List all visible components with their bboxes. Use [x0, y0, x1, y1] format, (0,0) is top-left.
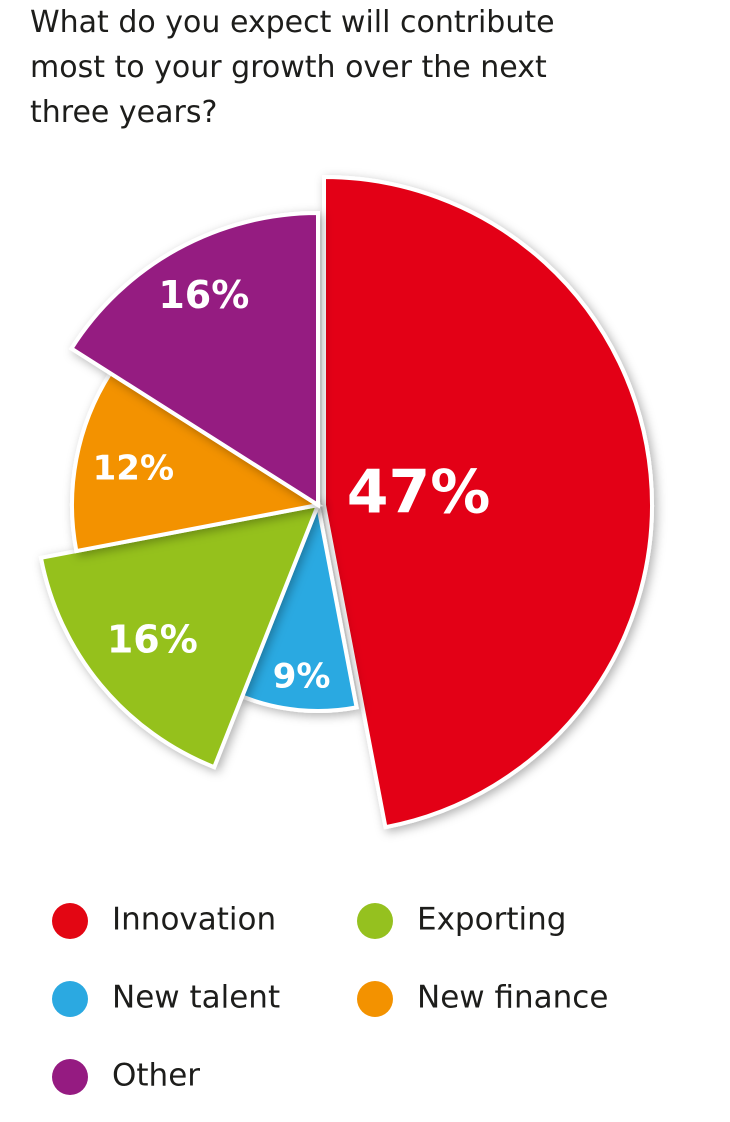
legend-label: Exporting [417, 902, 566, 938]
value-label: 16% [158, 273, 249, 317]
pie-slice [239, 497, 359, 713]
value-label: 9% [273, 657, 331, 697]
legend-label: New talent [112, 980, 280, 1016]
pie-slice [322, 174, 654, 830]
pie-slice [38, 502, 322, 770]
value-label: 47% [347, 458, 491, 528]
legend-marker [52, 981, 88, 1017]
legend-label: New finance [417, 980, 608, 1016]
value-label: 12% [93, 448, 174, 488]
legend-marker [52, 903, 88, 939]
value-label: 16% [107, 618, 198, 662]
legend-label: Innovation [112, 902, 276, 938]
legend-marker [357, 903, 393, 939]
pie-slice [70, 370, 324, 554]
chart-title: What do you expect will contribute most … [30, 5, 555, 130]
legend-label: Other [112, 1058, 200, 1094]
legend-marker [52, 1059, 88, 1095]
pie-slice [68, 210, 320, 509]
legend-marker [357, 981, 393, 1017]
